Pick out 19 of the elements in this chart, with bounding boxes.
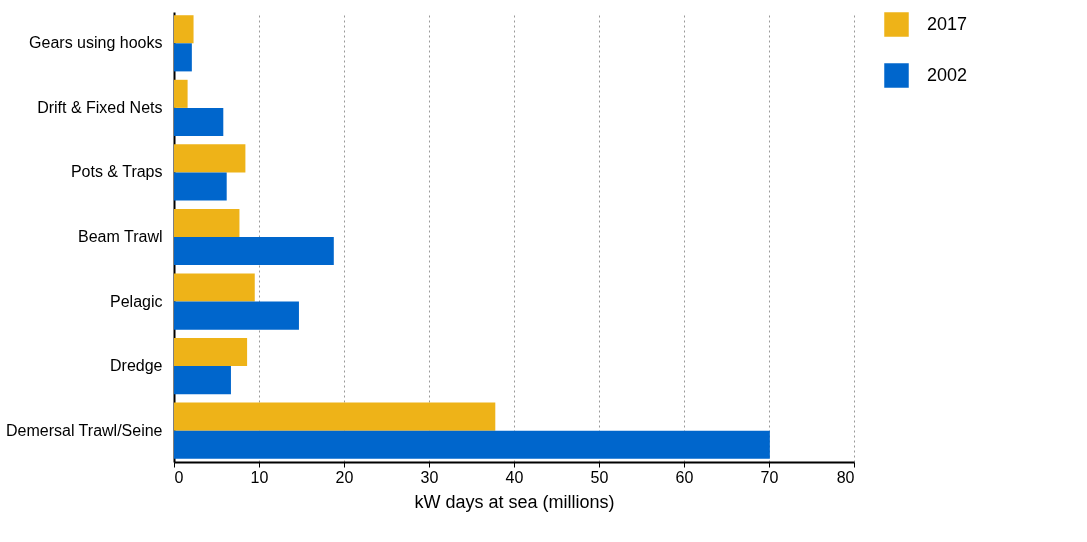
x-tick-label: 50 bbox=[590, 468, 609, 486]
y-tick-label: Pots & Traps bbox=[70, 163, 163, 181]
y-tick-label: Drift & Fixed Nets bbox=[37, 98, 163, 116]
x-axis-title: kW days at sea (millions) bbox=[414, 491, 615, 512]
x-tick-label: 30 bbox=[420, 468, 439, 486]
x-tick-label: 20 bbox=[335, 468, 354, 486]
y-tick-label: Gears using hooks bbox=[29, 34, 163, 52]
x-tick-label: 40 bbox=[505, 468, 524, 486]
x-tick-label: 0 bbox=[174, 468, 184, 486]
y-tick-label: Dredge bbox=[110, 357, 163, 375]
y-tick-label: Beam Trawl bbox=[78, 228, 163, 245]
y-tick-label: Pelagic bbox=[110, 292, 163, 310]
legend-label: 2002 bbox=[927, 64, 968, 85]
legend-label: 2017 bbox=[927, 13, 968, 34]
x-tick-label: 60 bbox=[675, 468, 694, 486]
x-tick-label: 80 bbox=[836, 468, 855, 486]
x-tick-label: 10 bbox=[250, 468, 269, 486]
y-tick-label: Demersal Trawl/Seine bbox=[6, 421, 163, 439]
x-tick-label: 70 bbox=[760, 468, 779, 486]
